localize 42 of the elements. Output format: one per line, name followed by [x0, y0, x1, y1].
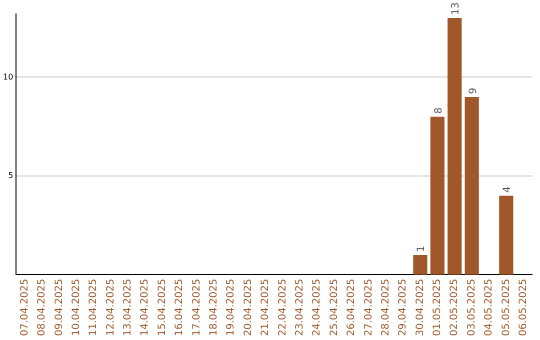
x-tick-label: 05.05.2025 — [500, 278, 512, 336]
y-tick-label: 10 — [2, 72, 14, 82]
x-tick-label: 21.04.2025 — [260, 278, 272, 336]
x-tick-label: 13.04.2025 — [122, 278, 134, 336]
x-tick-label: 03.05.2025 — [466, 278, 478, 336]
x-tick-label: 07.04.2025 — [19, 278, 30, 336]
x-tick-label: 06.05.2025 — [518, 278, 529, 336]
bar — [413, 254, 428, 275]
x-tick-label: 12.04.2025 — [105, 278, 116, 336]
x-tick-label: 10.04.2025 — [70, 278, 82, 336]
x-tick-label: 19.04.2025 — [226, 278, 237, 336]
x-tick-label: 17.04.2025 — [191, 278, 202, 336]
x-tick-label: 23.04.2025 — [294, 278, 306, 336]
x-tick-label: 08.04.2025 — [36, 278, 48, 336]
x-tick-label: 28.04.2025 — [380, 278, 392, 336]
data-label: 4 — [502, 186, 514, 193]
x-tick-label: 27.04.2025 — [363, 278, 374, 336]
x-tick-label: 24.04.2025 — [312, 278, 323, 336]
x-tick-label: 11.04.2025 — [88, 278, 100, 336]
data-label: 9 — [468, 88, 479, 94]
bar — [464, 96, 479, 275]
x-tick-label: 14.04.2025 — [140, 278, 151, 336]
x-tick-label: 30.04.2025 — [414, 278, 426, 336]
x-tick-label: 01.05.2025 — [432, 278, 444, 336]
x-tick-label: 09.04.2025 — [54, 278, 65, 336]
x-tick-label: 29.04.2025 — [398, 278, 409, 336]
y-tick-label: 5 — [8, 171, 14, 180]
data-label: 8 — [433, 107, 444, 114]
x-tick-label: 22.04.2025 — [277, 278, 288, 336]
bar — [448, 18, 462, 275]
x-tick-label: 18.04.2025 — [208, 278, 220, 336]
data-label: 1 — [416, 246, 428, 252]
x-tick-label: 25.04.2025 — [328, 278, 340, 336]
x-tick-label: 16.04.2025 — [174, 278, 186, 336]
x-tick-label: 15.04.2025 — [156, 278, 168, 336]
data-label: 13 — [450, 2, 462, 15]
bar — [430, 116, 444, 275]
bar — [499, 196, 514, 275]
x-tick-label: 20.04.2025 — [242, 278, 254, 336]
x-tick-label: 04.05.2025 — [484, 278, 495, 336]
x-tick-label: 26.04.2025 — [346, 278, 358, 336]
x-tick-label: 02.05.2025 — [449, 278, 460, 336]
